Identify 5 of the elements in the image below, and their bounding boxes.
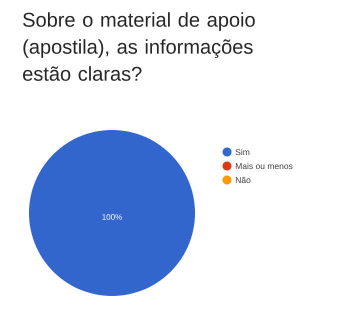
legend-label: Sim bbox=[236, 148, 250, 156]
chart-title: Sobre o material de apoio (apostila), as informações estão claras? bbox=[23, 12, 255, 81]
legend-label: Mais ou menos bbox=[236, 162, 293, 170]
data-label: 100% bbox=[102, 214, 122, 220]
legend-label: Não bbox=[236, 176, 250, 184]
